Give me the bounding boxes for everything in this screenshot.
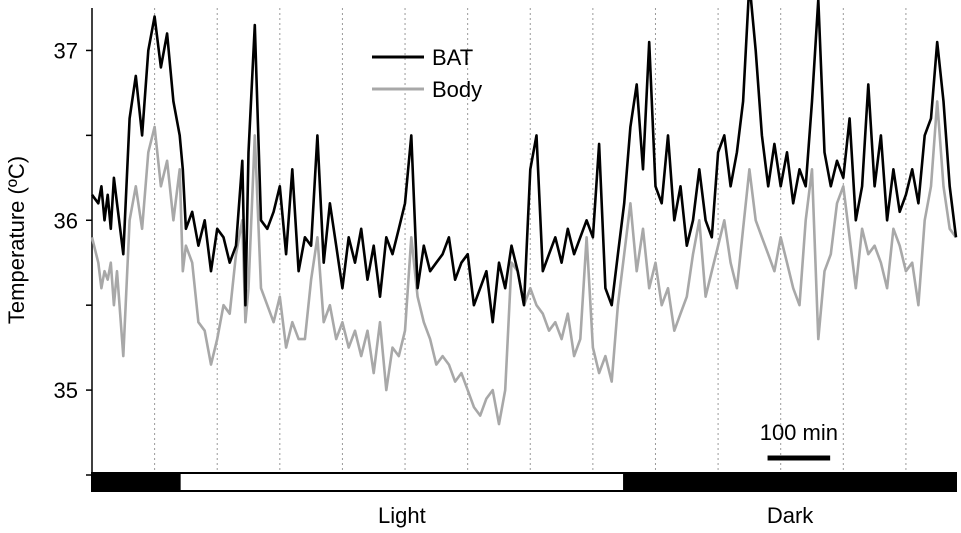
scale-bar-label: 100 min — [760, 420, 838, 445]
legend: BAT Body — [372, 45, 482, 102]
legend-label-body: Body — [432, 77, 482, 102]
light-dark-bar: Light Dark — [91, 472, 957, 528]
series-lines — [90, 0, 958, 426]
vertical-gridlines — [154, 8, 907, 475]
series-line-body — [90, 100, 958, 426]
legend-label-bat: BAT — [432, 45, 473, 70]
y-axis-ticks: 35 36 37 — [54, 38, 92, 476]
phase-label-light: Light — [378, 503, 426, 528]
scale-bar: 100 min — [760, 420, 838, 461]
y-tick-label: 37 — [54, 38, 78, 63]
series-line-bat — [90, 0, 958, 324]
y-tick-label: 36 — [54, 208, 78, 233]
phase-label-dark: Dark — [767, 503, 814, 528]
phase-block-dark-2 — [623, 472, 957, 492]
y-tick-label: 35 — [54, 378, 78, 403]
phase-block-dark-0 — [91, 472, 181, 492]
phase-block-light-1 — [178, 472, 626, 492]
y-axis-title: Temperature (ºC) — [4, 156, 29, 324]
